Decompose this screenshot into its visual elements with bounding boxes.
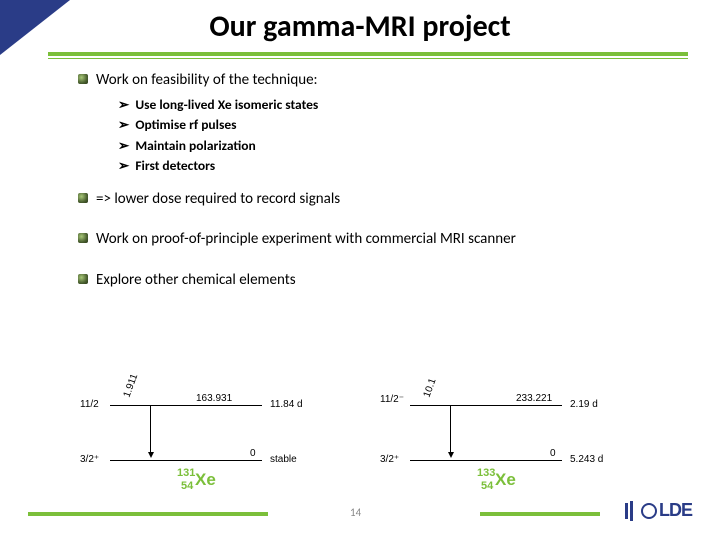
bullet-explore-elements: Explore other chemical elements	[78, 270, 678, 290]
halflife-upper: 11.84 d	[270, 399, 303, 410]
bullet-text: => lower dose required to record signals	[96, 190, 340, 208]
arrow-icon: ➢	[118, 97, 129, 112]
sub-text: Use long-lived Xe isomeric states	[135, 96, 318, 113]
halflife-lower: 5.243 d	[570, 454, 603, 465]
bullet-lower-dose: => lower dose required to record signals	[78, 189, 678, 209]
level-line-lower	[110, 460, 262, 461]
footer: 14 LDE	[0, 502, 720, 530]
transition-arrow	[450, 405, 451, 455]
level-line-lower	[410, 460, 562, 461]
footer-line-left	[28, 512, 268, 516]
title-underline	[48, 52, 688, 56]
transition-label: 10.1	[422, 377, 439, 399]
sub-item: ➢ Optimise rf pulses	[118, 116, 678, 134]
state-lower: stable	[270, 454, 297, 465]
energy-upper: 233.221	[516, 393, 552, 404]
atomic-number: 54	[181, 480, 193, 492]
level-line-upper	[410, 405, 562, 406]
transition-label: 1.911	[122, 372, 141, 399]
mass-number: 131	[177, 467, 195, 479]
diagram-131xe: 11/2 163.931 11.84 d 3/2⁺ 0 stable 1.911…	[80, 390, 340, 505]
slide-title: Our gamma-MRI project	[0, 8, 720, 45]
bullet-text: Explore other chemical elements	[96, 271, 296, 289]
isotope-label: 131 54 Xe	[195, 470, 216, 490]
bullet-feasibility: Work on feasibility of the technique:	[78, 70, 678, 90]
bullet-text: Work on proof-of-principle experiment wi…	[96, 230, 516, 248]
content-area: Work on feasibility of the technique: ➢ U…	[78, 70, 678, 296]
sub-item: ➢ Use long-lived Xe isomeric states	[118, 96, 678, 114]
arrow-head	[148, 452, 154, 458]
spin-lower: 3/2⁺	[80, 454, 99, 465]
sub-item: ➢ First detectors	[118, 157, 678, 175]
bullet-icon	[78, 74, 88, 84]
energy-lower: 0	[250, 448, 256, 459]
bullet-icon	[78, 193, 88, 203]
bullet-icon	[78, 233, 88, 243]
spin-lower: 3/2⁺	[380, 454, 399, 465]
bullet-text: Work on feasibility of the technique:	[96, 71, 318, 89]
isotope-label: 133 54 Xe	[495, 470, 516, 490]
arrow-icon: ➢	[118, 117, 129, 132]
sub-bullet-list: ➢ Use long-lived Xe isomeric states ➢ Opti…	[118, 96, 678, 175]
halflife-upper: 2.19 d	[570, 399, 598, 410]
bullet-icon	[78, 274, 88, 284]
energy-upper: 163.931	[196, 393, 232, 404]
isolde-logo: LDE	[625, 500, 692, 521]
logo-text: LDE	[659, 500, 692, 521]
spin-upper: 11/2⁻	[380, 394, 404, 405]
diagram-133xe: 11/2⁻ 233.221 2.19 d 3/2⁺ 0 5.243 d 10.1…	[380, 390, 640, 505]
logo-bars-icon	[625, 501, 639, 521]
element-symbol: Xe	[195, 470, 216, 489]
atomic-number: 54	[481, 480, 493, 492]
arrow-icon: ➢	[118, 138, 129, 153]
sub-text: Optimise rf pulses	[135, 116, 236, 133]
sub-text: Maintain polarization	[135, 137, 255, 154]
element-symbol: Xe	[495, 470, 516, 489]
energy-lower: 0	[550, 448, 556, 459]
arrow-icon: ➢	[118, 158, 129, 173]
bullet-proof-of-principle: Work on proof-of-principle experiment wi…	[78, 229, 678, 249]
arrow-head	[448, 452, 454, 458]
spin-upper: 11/2	[80, 399, 99, 410]
sub-text: First detectors	[135, 157, 215, 174]
mass-number: 133	[477, 467, 495, 479]
level-line-upper	[110, 405, 262, 406]
page-number: 14	[350, 506, 361, 519]
level-diagrams: 11/2 163.931 11.84 d 3/2⁺ 0 stable 1.911…	[80, 390, 640, 505]
logo-circle-icon	[641, 503, 657, 519]
transition-arrow	[150, 405, 151, 455]
title-underline-thin	[48, 58, 688, 59]
sub-item: ➢ Maintain polarization	[118, 137, 678, 155]
footer-line-right	[480, 512, 600, 516]
